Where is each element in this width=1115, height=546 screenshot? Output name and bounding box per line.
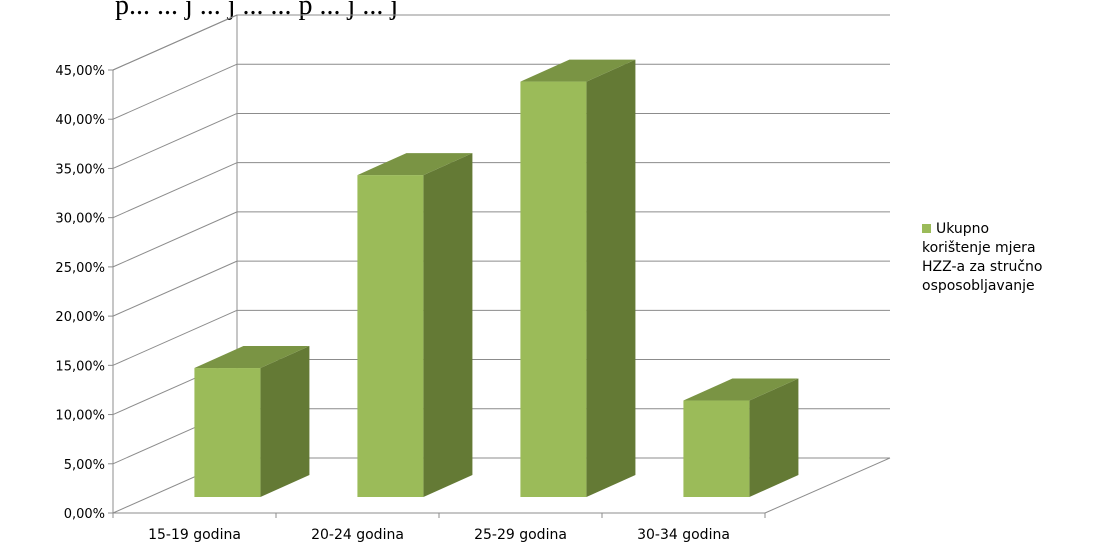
bar-side [423,153,473,497]
bar-side [749,378,799,497]
clipped-header: p... ... j ... j ... ... p ... j ... j [115,0,398,21]
bar-front [357,175,424,497]
floor-right-edge [764,457,891,514]
bar-front [683,400,750,497]
bar-top [194,346,310,369]
bar [194,346,310,497]
bar [520,59,636,497]
legend-line: Ukupno [936,221,989,237]
legend-line: osposobljavanje [922,278,1035,294]
x-tick-label: 25-29 godina [474,527,567,543]
y-tick-label: 30,00% [55,212,105,227]
gridline-side [112,211,238,268]
bar-side [586,59,636,497]
x-tick-label: 20-24 godina [311,527,404,543]
y-tick-label: 40,00% [55,113,105,128]
y-tick-label: 25,00% [55,261,105,276]
bar-top [683,378,799,401]
y-tick-label: 15,00% [55,359,105,374]
bars [194,59,799,497]
bar-side [260,346,310,497]
legend-swatch [922,224,931,233]
bar-top [357,153,473,176]
legend-line: HZZ-a za stručno [922,259,1042,275]
bar [683,378,799,497]
y-tick-label: 20,00% [55,310,105,325]
x-tick-label: 15-19 godina [148,527,241,543]
gridline-side [112,112,238,169]
gridline-side [112,162,238,219]
gridline-side [112,63,238,120]
y-tick-label: 45,00% [55,64,105,79]
y-tick-label: 35,00% [55,162,105,177]
gridline-side [112,309,238,366]
gridline-side [112,260,238,317]
legend-line: korištenje mjera [922,240,1036,256]
gridline-side [112,14,238,71]
y-tick-label: 10,00% [55,409,105,424]
legend: Ukupno korištenje mjera HZZ-a za stručno os… [922,221,1042,294]
bar-top [520,59,636,82]
y-tick-label: 5,00% [64,458,105,473]
axes: 0,00% 5,00% 10,00% 15,00% 20,00% 25,00% 30,00%… [55,64,766,543]
clipped-header-text: p... ... j ... j ... ... p ... j ... j [115,0,398,21]
x-tick-label: 30-34 godina [637,527,730,543]
bar-front [194,368,261,497]
y-tick-label: 0,00% [64,507,105,522]
legend-label: Ukupno korištenje mjera HZZ-a za stručno os… [922,221,1042,294]
bar [357,153,473,497]
bar-front [520,81,587,497]
